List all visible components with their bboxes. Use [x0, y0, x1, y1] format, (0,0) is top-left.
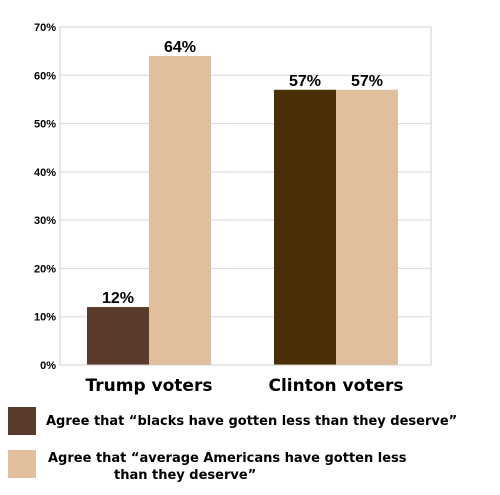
bar-blacks-clinton: [274, 89, 336, 366]
legend-label-blacks: Agree that “blacks have gotten less than…: [46, 414, 458, 429]
plot-area-border: [59, 26, 432, 366]
x-axis-categories: Trump voters Clinton voters: [86, 376, 404, 396]
bar-blacks-trump: [87, 307, 149, 365]
legend-item-average-americans: Agree that “average Americans have gotte…: [8, 450, 407, 484]
y-tick-label: 70%: [34, 22, 56, 34]
legend-label-line-2: than they deserve”: [114, 468, 257, 483]
legend-label-line-1: Agree that “average Americans have gotte…: [48, 451, 407, 466]
y-tick-label: 50%: [34, 119, 56, 131]
bar-average-americans-clinton: [336, 89, 398, 366]
data-labels: 12% 64% 57% 57%: [102, 39, 383, 307]
legend-label-average-americans: Agree that “average Americans have gotte…: [48, 450, 407, 484]
y-tick-label: 60%: [34, 70, 56, 82]
y-tick-label: 30%: [34, 215, 56, 227]
legend-item-blacks: Agree that “blacks have gotten less than…: [8, 407, 457, 435]
y-tick-label: 0%: [40, 360, 56, 372]
y-axis-ticks: 0% 10% 20% 30% 40% 50% 60% 70%: [34, 22, 56, 372]
legend-swatch-light: [8, 450, 36, 478]
category-label: Trump voters: [86, 376, 213, 396]
data-label: 57%: [289, 73, 321, 90]
bar-average-americans-trump: [149, 55, 211, 365]
data-label: 57%: [351, 73, 383, 90]
legend-swatch-dark: [8, 407, 36, 435]
data-label: 64%: [164, 39, 196, 56]
bar-chart: 0% 10% 20% 30% 40% 50% 60% 70% 12% 64% 57% 57% Tru…: [34, 22, 432, 396]
y-tick-label: 10%: [34, 312, 56, 324]
data-label: 12%: [102, 290, 134, 307]
category-label: Clinton voters: [269, 376, 404, 396]
bars: [87, 55, 398, 366]
y-tick-label: 20%: [34, 263, 56, 275]
y-tick-label: 40%: [34, 167, 56, 179]
